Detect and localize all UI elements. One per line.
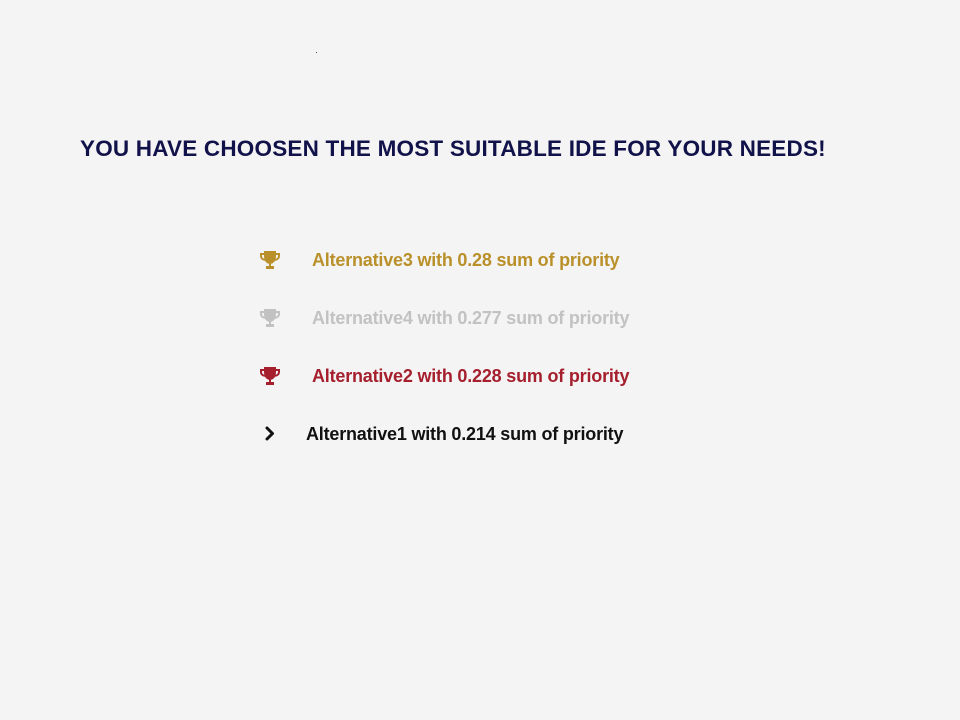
- trophy-icon: [259, 362, 283, 390]
- trophy-icon: [259, 304, 283, 332]
- ranking-text: Alternative4 with 0.277 sum of priority: [312, 308, 630, 328]
- page-title: YOU HAVE CHOOSEN THE MOST SUITABLE IDE F…: [80, 136, 826, 161]
- ranking-text: Alternative2 with 0.228 sum of priority: [312, 366, 630, 386]
- trophy-icon: [259, 246, 283, 274]
- ranking-list: Alternative3 with 0.28 sum of priority A…: [259, 246, 779, 478]
- ranking-text: Alternative3 with 0.28 sum of priority: [312, 250, 620, 270]
- ranking-item-fourth: Alternative1 with 0.214 sum of priority: [259, 420, 779, 478]
- ranking-item-second: Alternative4 with 0.277 sum of priority: [259, 304, 779, 362]
- ranking-item-first: Alternative3 with 0.28 sum of priority: [259, 246, 779, 304]
- stray-dot: [316, 52, 317, 53]
- ranking-item-third: Alternative2 with 0.228 sum of priority: [259, 362, 779, 420]
- chevron-right-icon: [259, 420, 283, 448]
- ranking-text: Alternative1 with 0.214 sum of priority: [306, 424, 624, 444]
